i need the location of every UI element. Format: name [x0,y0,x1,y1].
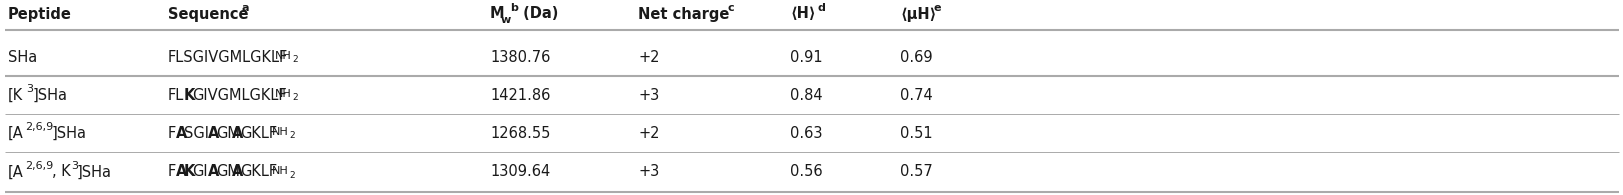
Text: 3: 3 [26,84,32,94]
Text: 0.63: 0.63 [789,126,821,141]
Text: 0.51: 0.51 [899,126,932,141]
Text: GM: GM [216,126,240,141]
Text: ⟨H⟩: ⟨H⟩ [789,6,815,21]
Text: NH: NH [274,51,292,61]
Text: M: M [490,6,505,21]
Text: c: c [727,3,734,13]
Text: A: A [175,126,187,141]
Text: 2: 2 [289,131,294,141]
Text: b: b [510,3,518,13]
Text: 2: 2 [292,56,297,65]
Text: Net charge: Net charge [638,6,729,21]
Text: 1380.76: 1380.76 [490,50,550,65]
Text: K: K [183,165,195,180]
Text: A: A [232,165,243,180]
Text: GI: GI [192,165,208,180]
Text: 2,6,9: 2,6,9 [24,122,54,132]
Text: 2,6,9: 2,6,9 [24,161,54,171]
Text: [A: [A [8,165,24,180]
Text: ]SHa: ]SHa [76,165,112,180]
Text: SHa: SHa [8,50,37,65]
Text: 2: 2 [289,170,294,180]
Text: K: K [183,88,195,103]
Text: GKLF: GKLF [240,126,278,141]
Text: GM: GM [216,165,240,180]
Text: w: w [500,15,511,25]
Text: FLSGIVGMLGKLF: FLSGIVGMLGKLF [167,50,287,65]
Text: ]SHa: ]SHa [32,88,68,103]
Text: 1268.55: 1268.55 [490,126,550,141]
Text: +3: +3 [638,165,659,180]
Text: A: A [232,126,243,141]
Text: Peptide: Peptide [8,6,71,21]
Text: F: F [167,126,177,141]
Text: a: a [242,3,250,13]
Text: +2: +2 [638,126,659,141]
Text: F: F [167,165,177,180]
Text: 0.56: 0.56 [789,165,823,180]
Text: +3: +3 [638,88,659,103]
Text: NH: NH [274,89,292,99]
Text: SGI: SGI [183,126,209,141]
Text: NH: NH [271,127,289,137]
Text: GKLF: GKLF [240,165,278,180]
Text: 0.57: 0.57 [899,165,932,180]
Text: A: A [175,165,187,180]
Text: FL: FL [167,88,183,103]
Text: +2: +2 [638,50,659,65]
Text: 1309.64: 1309.64 [490,165,550,180]
Text: 1421.86: 1421.86 [490,88,550,103]
Text: e: e [933,3,941,13]
Text: A: A [208,126,219,141]
Text: NH: NH [271,166,289,176]
Text: A: A [208,165,219,180]
Text: 0.91: 0.91 [789,50,823,65]
Text: 2: 2 [292,93,297,103]
Text: GIVGMLGKLF: GIVGMLGKLF [192,88,286,103]
Text: Sequence: Sequence [167,6,248,21]
Text: 0.69: 0.69 [899,50,932,65]
Text: [K: [K [8,88,23,103]
Text: , K: , K [52,165,71,180]
Text: 0.74: 0.74 [899,88,932,103]
Text: ⟨μH⟩: ⟨μH⟩ [899,6,936,21]
Text: 0.84: 0.84 [789,88,823,103]
Text: d: d [816,3,824,13]
Text: (Da): (Da) [518,6,558,21]
Text: [A: [A [8,126,24,141]
Text: 3: 3 [71,161,78,171]
Text: ]SHa: ]SHa [52,126,88,141]
